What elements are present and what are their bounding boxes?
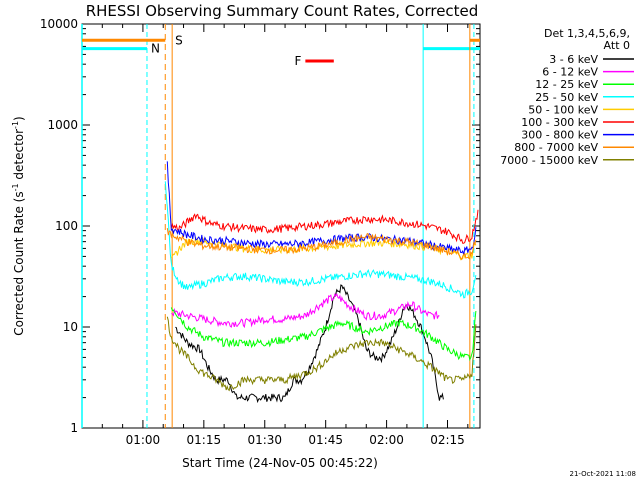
legend-label: 7000 - 15000 keV bbox=[500, 154, 598, 167]
legend-label: 800 - 7000 keV bbox=[514, 141, 598, 154]
x-axis-label: Start Time (24-Nov-05 00:45:22) bbox=[182, 456, 378, 470]
chart-title: RHESSI Observing Summary Count Rates, Co… bbox=[86, 2, 479, 20]
legend-label: 12 - 25 keV bbox=[535, 78, 598, 91]
series-line-6 bbox=[166, 161, 477, 256]
legend-label: 3 - 6 keV bbox=[549, 53, 598, 66]
series-line-1 bbox=[171, 292, 440, 329]
x-tick-label: 01:00 bbox=[126, 433, 161, 447]
x-tick-label: 01:30 bbox=[247, 433, 282, 447]
series-line-3 bbox=[164, 181, 477, 299]
legend-label: 300 - 800 keV bbox=[521, 129, 598, 142]
night-flag-label: N bbox=[151, 42, 160, 56]
y-axis-label: Corrected Count Rate (s-1 detector-1) bbox=[11, 116, 26, 335]
timestamp: 21-Oct-2021 11:08 bbox=[570, 470, 636, 478]
saa-flag-label: S bbox=[175, 33, 183, 47]
svg-text:Corrected Count Rate (s-1 dete: Corrected Count Rate (s-1 detector-1) bbox=[11, 116, 26, 335]
x-tick-label: 01:45 bbox=[308, 433, 343, 447]
x-tick-label: 02:00 bbox=[369, 433, 404, 447]
y-axis-ticks: 1 10 100 1000 10000 bbox=[40, 17, 480, 435]
legend-header-line2: Att 0 bbox=[604, 39, 630, 52]
series-line-0 bbox=[175, 284, 444, 404]
legend-label: 100 - 300 keV bbox=[521, 116, 598, 129]
x-tick-label: 02:15 bbox=[430, 433, 465, 447]
x-tick-label: 01:15 bbox=[187, 433, 222, 447]
y-tick-label: 1 bbox=[70, 421, 78, 435]
series-line-5 bbox=[170, 209, 479, 244]
legend-label: 6 - 12 keV bbox=[542, 66, 598, 79]
flare-flag-label: F bbox=[294, 54, 301, 68]
series-line-7 bbox=[166, 228, 477, 261]
series-line-8 bbox=[166, 316, 477, 392]
series-line-2 bbox=[170, 307, 477, 362]
series-lines bbox=[164, 161, 479, 404]
y-tick-label: 100 bbox=[55, 219, 78, 233]
legend-label: 25 - 50 keV bbox=[535, 91, 598, 104]
x-axis-ticks: 01:00 01:15 01:30 01:45 02:00 02:15 bbox=[81, 24, 469, 447]
y-tick-label: 10 bbox=[63, 320, 78, 334]
legend-header-line1: Det 1,3,4,5,6,9, bbox=[544, 27, 630, 40]
y-tick-label: 10000 bbox=[40, 17, 78, 31]
y-tick-label: 1000 bbox=[47, 118, 78, 132]
legend-label: 50 - 100 keV bbox=[528, 103, 598, 116]
